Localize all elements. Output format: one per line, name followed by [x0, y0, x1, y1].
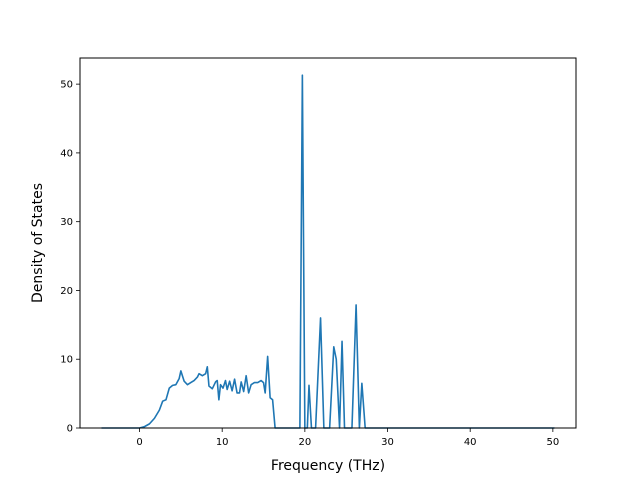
x-tick-label: 30: [381, 437, 394, 448]
x-tick-label: 20: [298, 437, 311, 448]
y-tick-label: 40: [60, 148, 73, 159]
y-tick-label: 20: [60, 286, 73, 297]
y-axis-label: Density of States: [30, 183, 46, 303]
x-axis-label: Frequency (THz): [271, 458, 385, 474]
plot-area: [80, 58, 576, 428]
x-axis-ticks: 0 10 20 30 40 50: [136, 428, 559, 448]
plot-frame: [79, 57, 577, 429]
x-tick-label: 50: [546, 437, 559, 448]
y-tick-label: 0: [67, 424, 73, 435]
y-axis-ticks: 0 10 20 30 40 50: [60, 80, 80, 435]
x-tick-label: 40: [464, 437, 477, 448]
y-tick-label: 30: [60, 217, 73, 228]
y-tick-label: 50: [60, 80, 73, 91]
x-tick-label: 10: [216, 437, 229, 448]
y-tick-label: 10: [60, 355, 73, 366]
x-tick-label: 0: [136, 437, 142, 448]
